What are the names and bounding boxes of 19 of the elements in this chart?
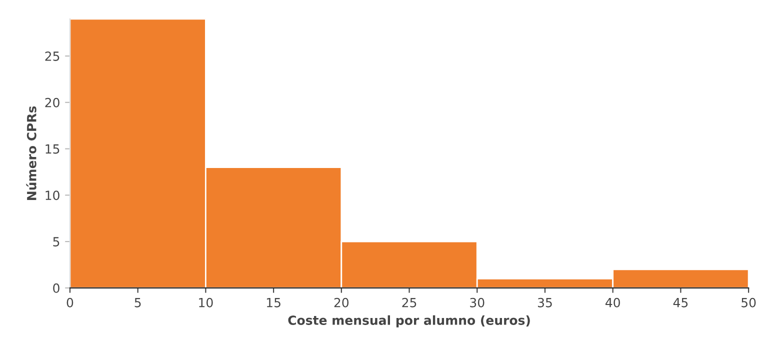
y-tick-label: 20 [45,98,60,108]
y-tick-label: 15 [46,144,60,154]
y-tick-label: 5 [53,237,60,246]
x-tick-label: 25 [402,298,416,308]
x-tick-label: 35 [538,298,552,308]
x-tick-label: 50 [742,298,756,308]
x-tick-label: 30 [470,298,484,308]
x-tick-label: 20 [334,298,349,308]
x-tick-label: 10 [199,298,213,308]
y-tick-label: 0 [53,283,60,293]
y-axis-title: Número CPRs [26,106,36,200]
y-tick-label: 25 [45,51,60,61]
x-tick-label: 45 [673,298,688,308]
x-tick-label: 40 [606,298,620,308]
x-tick-label: 15 [266,298,280,308]
x-tick-label: 5 [134,298,141,308]
x-tick-label: 0 [66,298,74,308]
x-axis-title: Coste mensual por alumno (euros) [288,315,530,328]
y-tick-label: 10 [46,190,60,200]
